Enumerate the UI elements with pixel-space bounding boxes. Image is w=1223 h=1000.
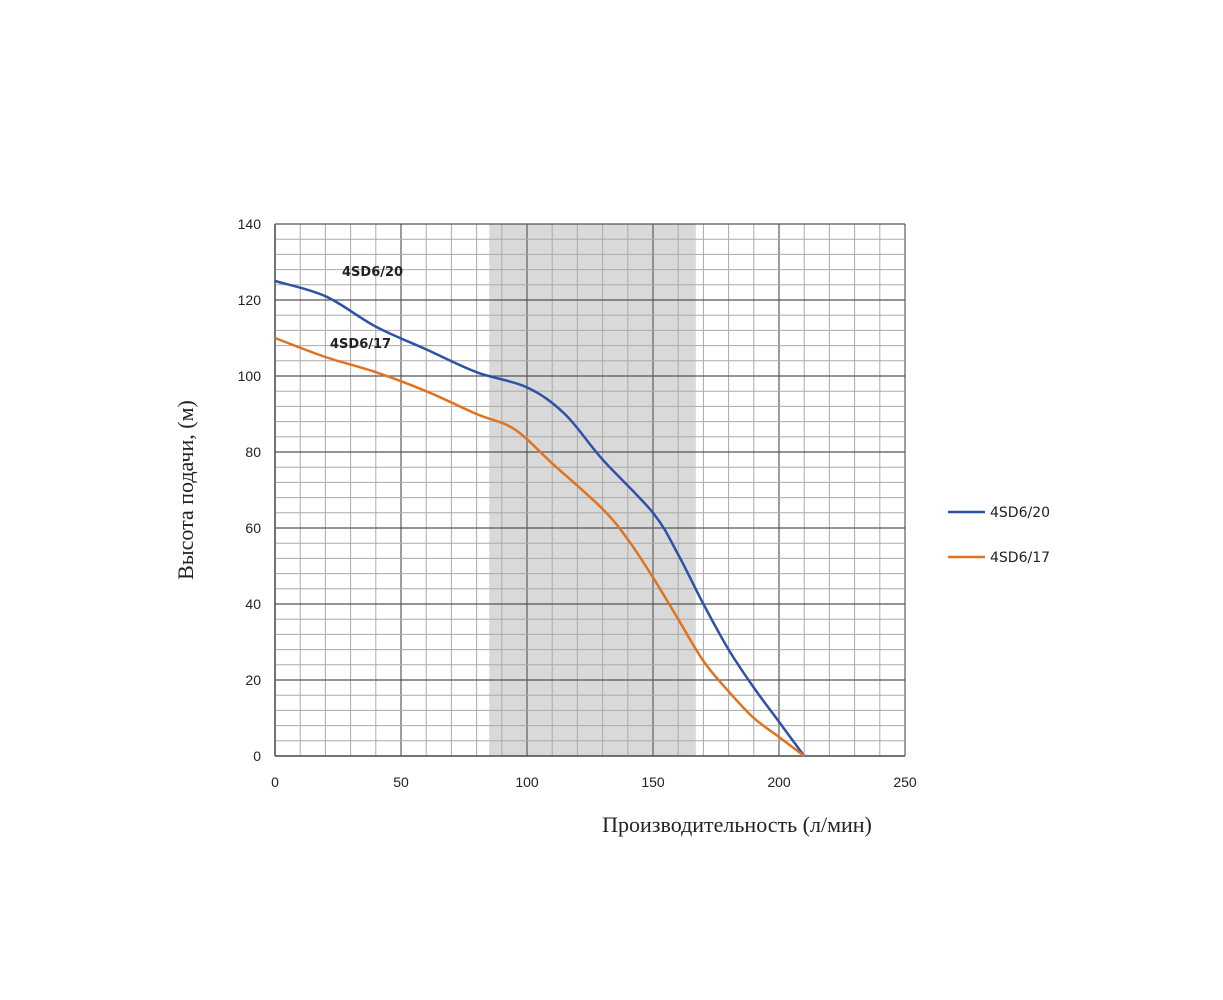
- series-line-4SD6-20: [274, 279, 806, 757]
- y-tick-label: 100: [238, 368, 262, 384]
- series-annotation: 4SD6/20: [342, 265, 403, 280]
- highlight-band: [489, 224, 696, 756]
- y-tick-label: 80: [245, 444, 261, 460]
- y-tick-label: 40: [245, 596, 261, 612]
- series-line-4SD6-17: [274, 336, 805, 757]
- y-axis-title: Высота подачи, (м): [173, 400, 198, 580]
- y-tick-label: 120: [238, 292, 262, 308]
- legend-label: 4SD6/20: [990, 505, 1050, 521]
- y-tick-label: 140: [238, 216, 262, 232]
- x-tick-label: 50: [393, 774, 409, 790]
- x-axis-title: Производительность (л/мин): [602, 812, 872, 837]
- x-tick-label: 150: [641, 774, 665, 790]
- y-tick-label: 0: [253, 748, 261, 764]
- series-annotation: 4SD6/17: [330, 337, 391, 352]
- x-tick-label: 0: [271, 774, 279, 790]
- x-tick-label: 200: [767, 774, 791, 790]
- x-tick-label: 100: [515, 774, 539, 790]
- y-tick-label: 60: [245, 520, 261, 536]
- legend-label: 4SD6/17: [990, 550, 1050, 566]
- x-tick-label: 250: [893, 774, 917, 790]
- y-tick-label: 20: [245, 672, 261, 688]
